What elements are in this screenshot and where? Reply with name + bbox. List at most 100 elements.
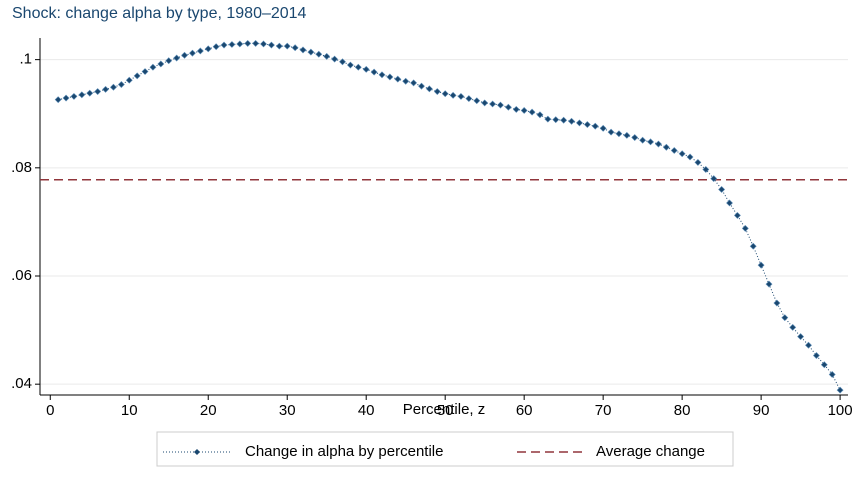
marker bbox=[623, 131, 631, 139]
marker bbox=[394, 75, 402, 83]
x-tick-label: 60 bbox=[516, 402, 533, 419]
marker bbox=[181, 51, 188, 59]
marker bbox=[552, 116, 560, 124]
marker bbox=[512, 105, 520, 113]
marker bbox=[820, 361, 828, 369]
marker bbox=[591, 122, 599, 130]
marker bbox=[536, 111, 544, 119]
legend-label: Average change bbox=[596, 443, 705, 460]
marker bbox=[497, 101, 504, 109]
marker bbox=[568, 117, 575, 125]
marker bbox=[465, 95, 473, 103]
y-tick-label: .04 bbox=[11, 375, 32, 392]
marker bbox=[70, 92, 78, 100]
marker bbox=[773, 299, 781, 307]
x-tick-label: 0 bbox=[46, 402, 54, 419]
marker bbox=[378, 71, 386, 79]
marker bbox=[78, 91, 86, 99]
marker bbox=[346, 61, 354, 69]
x-tick-label: 90 bbox=[753, 402, 770, 419]
marker bbox=[62, 94, 70, 102]
marker bbox=[504, 103, 512, 111]
marker bbox=[410, 79, 418, 87]
y-tick-label: .08 bbox=[11, 159, 32, 176]
marker bbox=[204, 45, 212, 53]
marker bbox=[125, 76, 133, 84]
marker bbox=[647, 138, 654, 146]
marker bbox=[781, 314, 789, 322]
marker bbox=[165, 57, 173, 65]
marker bbox=[275, 42, 283, 50]
marker bbox=[481, 99, 489, 107]
marker bbox=[228, 41, 236, 48]
marker bbox=[299, 46, 307, 54]
marker bbox=[86, 89, 94, 97]
marker bbox=[702, 166, 710, 173]
marker bbox=[449, 91, 457, 99]
x-tick-label: 10 bbox=[121, 402, 138, 419]
chart-title: Shock: change alpha by type, 1980–2014 bbox=[12, 5, 307, 22]
marker bbox=[418, 82, 425, 90]
legend-box bbox=[156, 431, 734, 467]
marker bbox=[141, 68, 149, 75]
marker bbox=[402, 77, 410, 85]
x-tick-label: 100 bbox=[828, 402, 853, 419]
marker bbox=[607, 128, 615, 136]
marker bbox=[733, 211, 741, 219]
marker bbox=[457, 92, 465, 100]
marker bbox=[670, 147, 678, 154]
y-tick-label: .1 bbox=[19, 51, 32, 68]
marker bbox=[710, 175, 718, 183]
marker bbox=[362, 65, 370, 73]
marker bbox=[212, 43, 220, 51]
marker bbox=[425, 85, 433, 93]
marker bbox=[110, 83, 117, 91]
marker bbox=[196, 47, 204, 55]
marker bbox=[244, 39, 252, 47]
marker bbox=[117, 81, 125, 88]
marker bbox=[765, 280, 773, 288]
marker bbox=[812, 352, 820, 359]
legend-marker bbox=[194, 449, 200, 455]
marker bbox=[678, 150, 686, 158]
marker bbox=[789, 323, 797, 331]
marker bbox=[354, 63, 362, 71]
marker bbox=[220, 41, 228, 49]
marker bbox=[639, 136, 647, 144]
marker bbox=[189, 49, 196, 57]
marker bbox=[694, 158, 702, 166]
marker bbox=[157, 60, 165, 68]
marker bbox=[576, 119, 583, 127]
marker bbox=[489, 100, 496, 108]
x-tick-label: 30 bbox=[279, 402, 296, 419]
marker bbox=[528, 108, 536, 116]
marker bbox=[718, 186, 726, 193]
marker bbox=[757, 261, 765, 269]
marker bbox=[615, 130, 623, 138]
x-tick-label: 20 bbox=[200, 402, 217, 419]
marker bbox=[267, 41, 275, 49]
marker bbox=[386, 73, 394, 81]
marker bbox=[307, 48, 315, 56]
x-tick-label: 50 bbox=[437, 402, 454, 419]
marker bbox=[662, 143, 670, 151]
x-tick-label: 40 bbox=[358, 402, 375, 419]
marker bbox=[94, 88, 102, 95]
marker bbox=[252, 39, 260, 47]
marker bbox=[339, 58, 346, 66]
marker bbox=[370, 68, 378, 76]
marker bbox=[54, 96, 62, 104]
marker bbox=[283, 42, 291, 50]
marker bbox=[473, 97, 481, 105]
marker bbox=[631, 134, 639, 141]
marker bbox=[236, 40, 244, 48]
marker bbox=[686, 153, 694, 161]
series-line bbox=[58, 42, 841, 391]
marker bbox=[520, 107, 528, 114]
y-tick-label: .06 bbox=[11, 267, 32, 284]
marker bbox=[836, 386, 844, 394]
marker bbox=[441, 90, 449, 98]
marker bbox=[599, 124, 607, 132]
marker bbox=[260, 40, 267, 48]
